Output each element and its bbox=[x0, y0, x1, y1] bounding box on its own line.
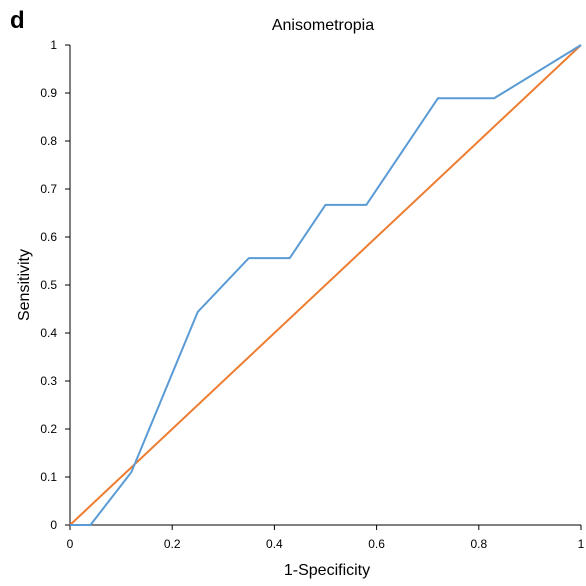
y-tick-label: 0 bbox=[50, 518, 57, 532]
x-tick-label: 1 bbox=[578, 537, 585, 551]
y-tick-label: 0.2 bbox=[40, 422, 57, 436]
roc-curve-line bbox=[70, 44, 582, 526]
y-tick-label: 1 bbox=[50, 38, 57, 52]
chart-title: Anisometropia bbox=[272, 17, 374, 34]
x-tick-label: 0.8 bbox=[470, 537, 487, 551]
y-tick-label: 0.1 bbox=[40, 470, 57, 484]
y-axis-label: Sensitivity bbox=[16, 249, 33, 321]
reference-diagonal-line bbox=[69, 44, 582, 526]
plot-area: 0 0.2 0.4 0.6 0.8 1 0 0.1 0.2 0.3 0.4 0.5 0.6 0.7 0.8 0… bbox=[40, 38, 584, 551]
x-tick-label: 0.6 bbox=[368, 537, 385, 551]
y-tick-label: 0.7 bbox=[40, 182, 57, 196]
y-tick-label: 0.4 bbox=[40, 326, 57, 340]
x-tick-label: 0 bbox=[67, 537, 74, 551]
panel-label: d bbox=[10, 7, 25, 34]
x-tick-label: 0.2 bbox=[164, 537, 181, 551]
x-tick-label: 0.4 bbox=[266, 537, 283, 551]
y-tick-label: 0.3 bbox=[40, 374, 57, 388]
y-tick-label: 0.5 bbox=[40, 278, 57, 292]
y-tick-label: 0.6 bbox=[40, 230, 57, 244]
y-tick-label: 0.8 bbox=[40, 134, 57, 148]
y-tick-label: 0.9 bbox=[40, 86, 57, 100]
x-axis-label: 1-Specificity bbox=[284, 562, 370, 579]
